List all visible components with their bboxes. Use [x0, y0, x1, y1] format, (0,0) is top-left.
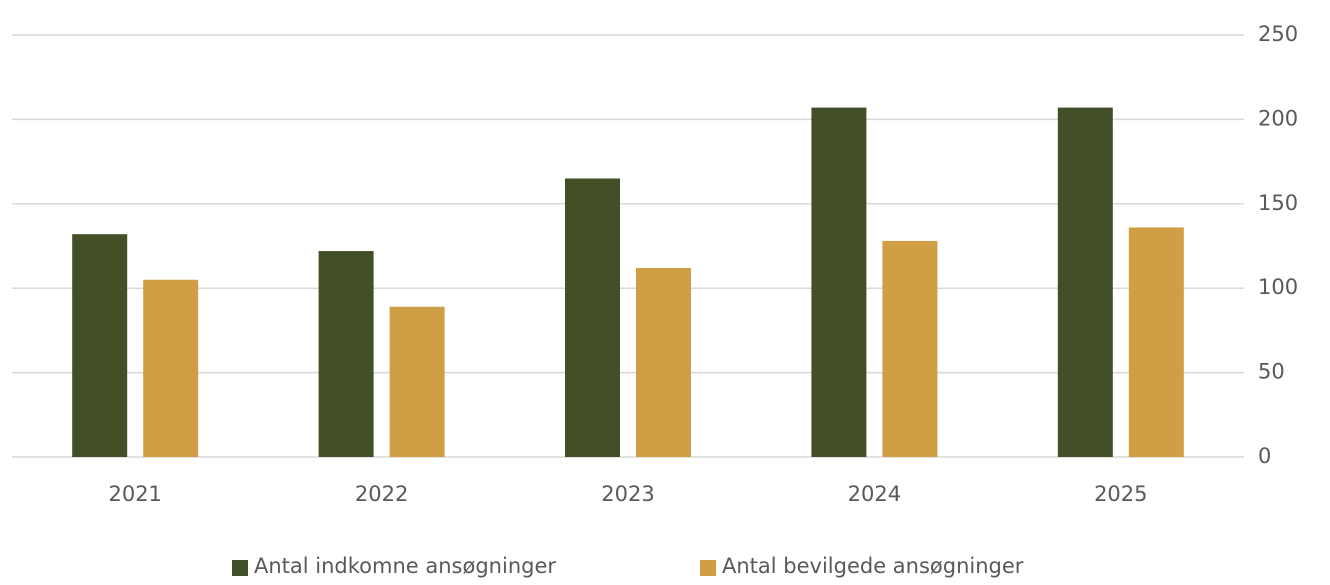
bar — [636, 267, 691, 457]
legend-label: Antal bevilgede ansøgninger — [722, 554, 1024, 578]
x-tick-label: 2023 — [601, 482, 654, 506]
x-tick-label: 2022 — [355, 482, 408, 506]
y-tick-label: 50 — [1258, 360, 1285, 384]
bar — [565, 178, 620, 458]
x-tick-label: 2025 — [1094, 482, 1147, 506]
bar — [72, 234, 128, 457]
legend-swatch — [232, 560, 248, 576]
bar — [811, 107, 867, 458]
legend-swatch — [700, 560, 716, 576]
bar — [882, 240, 938, 457]
x-tick-label: 2024 — [848, 482, 901, 506]
y-tick-label: 150 — [1258, 191, 1298, 215]
bar — [389, 306, 445, 457]
y-tick-label: 250 — [1258, 22, 1298, 46]
y-tick-label: 200 — [1258, 106, 1298, 130]
y-tick-label: 0 — [1258, 444, 1271, 468]
y-tick-label: 100 — [1258, 275, 1298, 299]
bar — [1128, 227, 1184, 457]
x-tick-label: 2021 — [108, 482, 161, 506]
bar — [318, 251, 374, 457]
bar — [1057, 107, 1113, 458]
legend-label: Antal indkomne ansøgninger — [254, 554, 556, 578]
bar — [143, 279, 199, 457]
